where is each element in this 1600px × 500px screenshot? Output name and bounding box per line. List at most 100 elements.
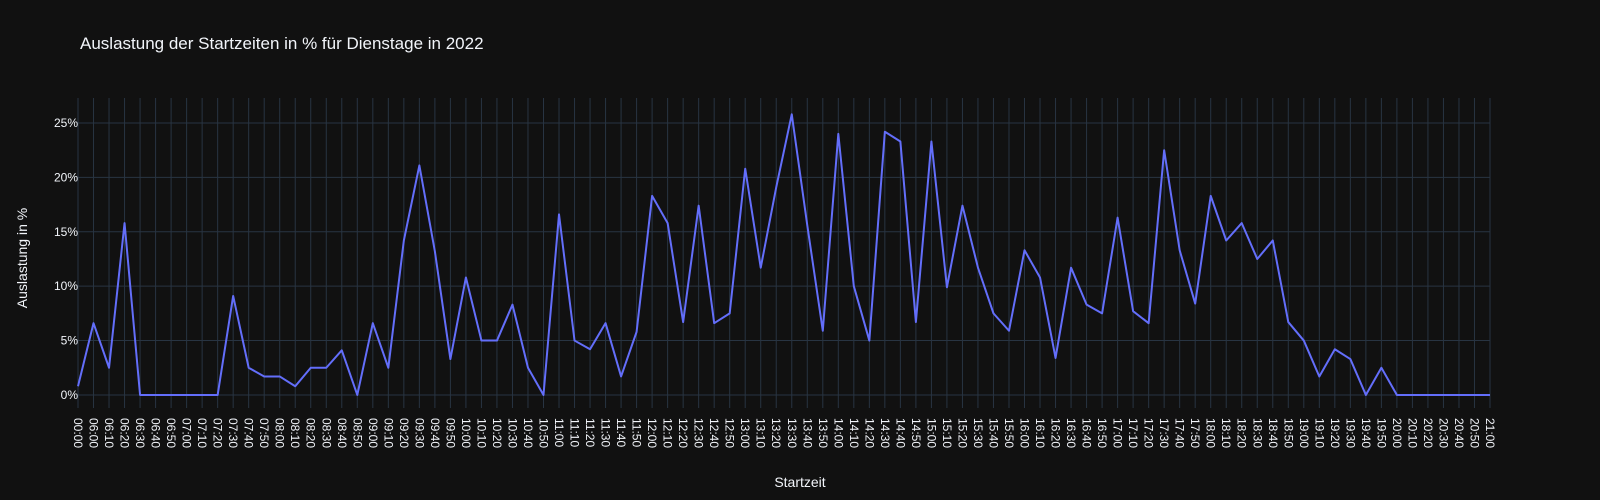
data-point[interactable] (184, 392, 190, 398)
data-point[interactable] (913, 319, 919, 325)
data-point[interactable] (540, 392, 546, 398)
data-point[interactable] (618, 373, 624, 379)
data-point[interactable] (820, 328, 826, 334)
x-tick-label: 17:30 (1157, 418, 1171, 448)
data-point[interactable] (1332, 346, 1338, 352)
data-point[interactable] (1378, 365, 1384, 371)
data-point[interactable] (1022, 247, 1028, 253)
data-point[interactable] (478, 338, 484, 344)
data-point[interactable] (494, 338, 500, 344)
data-point[interactable] (680, 319, 686, 325)
data-point[interactable] (1223, 237, 1229, 243)
x-tick-label: 10:30 (505, 418, 519, 448)
data-point[interactable] (199, 392, 205, 398)
data-point[interactable] (851, 283, 857, 289)
x-tick-label: 18:00 (1204, 418, 1218, 448)
data-point[interactable] (1208, 193, 1214, 199)
data-point[interactable] (959, 203, 965, 209)
data-point[interactable] (122, 220, 128, 226)
data-point[interactable] (447, 356, 453, 362)
data-point[interactable] (463, 274, 469, 280)
data-point[interactable] (416, 162, 422, 168)
data-point[interactable] (1239, 220, 1245, 226)
data-point[interactable] (292, 383, 298, 389)
data-point[interactable] (1487, 392, 1493, 398)
data-point[interactable] (696, 203, 702, 209)
data-point[interactable] (370, 320, 376, 326)
data-point[interactable] (91, 320, 97, 326)
data-point[interactable] (758, 265, 764, 271)
data-point[interactable] (354, 392, 360, 398)
data-point[interactable] (1456, 392, 1462, 398)
data-point[interactable] (1006, 328, 1012, 334)
data-point[interactable] (1409, 392, 1415, 398)
data-point[interactable] (401, 237, 407, 243)
data-point[interactable] (339, 347, 345, 353)
data-point[interactable] (1254, 256, 1260, 262)
data-point[interactable] (1363, 392, 1369, 398)
data-point[interactable] (1192, 301, 1198, 307)
data-point[interactable] (1394, 392, 1400, 398)
data-point[interactable] (944, 284, 950, 290)
data-point[interactable] (308, 365, 314, 371)
data-point[interactable] (1130, 308, 1136, 314)
data-point[interactable] (603, 320, 609, 326)
data-point[interactable] (137, 392, 143, 398)
y-tick-label: 5% (61, 334, 79, 348)
grid (77, 98, 1491, 408)
data-point[interactable] (804, 222, 810, 228)
data-point[interactable] (1285, 319, 1291, 325)
data-point[interactable] (1161, 147, 1167, 153)
data-point[interactable] (509, 302, 515, 308)
data-point[interactable] (1425, 392, 1431, 398)
data-point[interactable] (261, 373, 267, 379)
data-point[interactable] (897, 139, 903, 145)
data-point[interactable] (742, 166, 748, 172)
x-tick-label: 10:40 (521, 418, 535, 448)
data-point[interactable] (230, 293, 236, 299)
data-point[interactable] (866, 338, 872, 344)
data-point[interactable] (727, 310, 733, 316)
data-point[interactable] (1301, 338, 1307, 344)
x-tick-label: 06:30 (133, 418, 147, 448)
data-point[interactable] (215, 392, 221, 398)
data-point[interactable] (572, 338, 578, 344)
data-point[interactable] (1084, 302, 1090, 308)
data-point[interactable] (323, 365, 329, 371)
x-tick-label: 17:10 (1126, 418, 1140, 448)
data-point[interactable] (882, 129, 888, 135)
data-point[interactable] (1316, 373, 1322, 379)
data-point[interactable] (1068, 265, 1074, 271)
data-point[interactable] (153, 392, 159, 398)
data-point[interactable] (106, 365, 112, 371)
data-point[interactable] (1270, 237, 1276, 243)
data-point[interactable] (1053, 355, 1059, 361)
x-tick-label: 18:10 (1219, 418, 1233, 448)
data-point[interactable] (1347, 356, 1353, 362)
data-point[interactable] (246, 365, 252, 371)
data-point[interactable] (525, 365, 531, 371)
data-point[interactable] (1037, 274, 1043, 280)
data-point[interactable] (634, 329, 640, 335)
data-point[interactable] (789, 111, 795, 117)
data-point[interactable] (556, 211, 562, 217)
data-point[interactable] (1471, 392, 1477, 398)
data-point[interactable] (711, 320, 717, 326)
data-point[interactable] (1440, 392, 1446, 398)
data-point[interactable] (168, 392, 174, 398)
data-point[interactable] (990, 310, 996, 316)
data-point[interactable] (665, 220, 671, 226)
data-point[interactable] (1099, 310, 1105, 316)
data-point[interactable] (385, 365, 391, 371)
data-point[interactable] (587, 346, 593, 352)
data-point[interactable] (928, 139, 934, 145)
data-point[interactable] (835, 131, 841, 137)
data-point[interactable] (975, 265, 981, 271)
data-point[interactable] (649, 193, 655, 199)
data-point[interactable] (1177, 247, 1183, 253)
data-point[interactable] (432, 248, 438, 254)
data-point[interactable] (1115, 215, 1121, 221)
data-point[interactable] (1146, 320, 1152, 326)
data-point[interactable] (773, 184, 779, 190)
data-point[interactable] (277, 373, 283, 379)
